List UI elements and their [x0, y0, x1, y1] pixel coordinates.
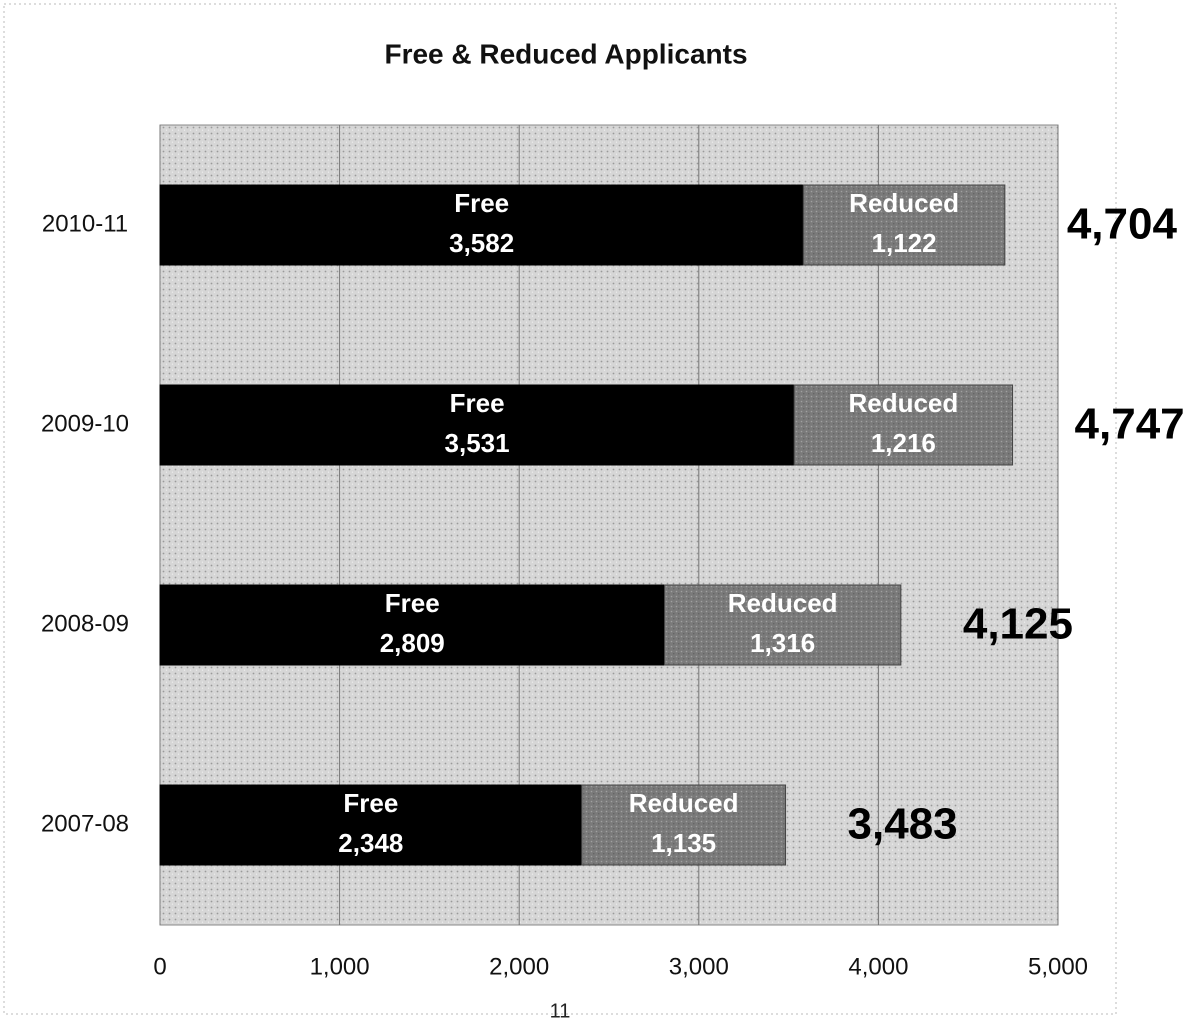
segment-name: Free: [385, 588, 440, 618]
total-label: 4,747: [1075, 400, 1185, 449]
bar-segment: [581, 784, 787, 866]
bar-segment: [802, 184, 1006, 266]
x-tick-label: 3,000: [669, 953, 729, 980]
bar-segment: [159, 384, 795, 466]
data-label: 1,135: [651, 828, 716, 858]
segment-name: Reduced: [629, 788, 739, 818]
chart-title: Free & Reduced Applicants: [384, 38, 747, 69]
bar-segment: [663, 584, 902, 666]
data-label: 3,531: [445, 428, 510, 458]
bar-segment: [159, 184, 804, 266]
segment-name: Free: [450, 388, 505, 418]
x-tick-label: 4,000: [848, 953, 908, 980]
y-tick-label: 2008-09: [41, 610, 129, 637]
page-number: 11: [550, 1000, 571, 1022]
segment-name: Free: [343, 788, 398, 818]
segment-name: Reduced: [848, 388, 958, 418]
x-tick-label: 2,000: [489, 953, 549, 980]
data-label: 1,316: [750, 628, 815, 658]
y-tick-label: 2007-08: [41, 810, 129, 837]
bar-segment: [793, 384, 1014, 466]
bar-segment: [159, 584, 665, 666]
y-tick-label: 2010-11: [42, 210, 128, 237]
y-tick-label: 2009-10: [41, 410, 129, 437]
segment-name: Free: [454, 188, 509, 218]
segment-name: Reduced: [849, 188, 959, 218]
total-label: 4,125: [963, 600, 1073, 649]
bar-segment: [159, 784, 583, 866]
x-tick-label: 0: [153, 953, 166, 980]
data-label: 2,348: [338, 828, 403, 858]
data-label: 1,216: [871, 428, 936, 458]
segment-name: Reduced: [728, 588, 838, 618]
total-label: 3,483: [848, 800, 958, 849]
data-label: 3,582: [449, 228, 514, 258]
frame: [3, 3, 1117, 1015]
data-label: 1,122: [872, 228, 937, 258]
x-tick-label: 1,000: [310, 953, 370, 980]
data-label: 2,809: [380, 628, 445, 658]
total-label: 4,704: [1067, 200, 1178, 249]
x-tick-label: 5,000: [1028, 953, 1088, 980]
